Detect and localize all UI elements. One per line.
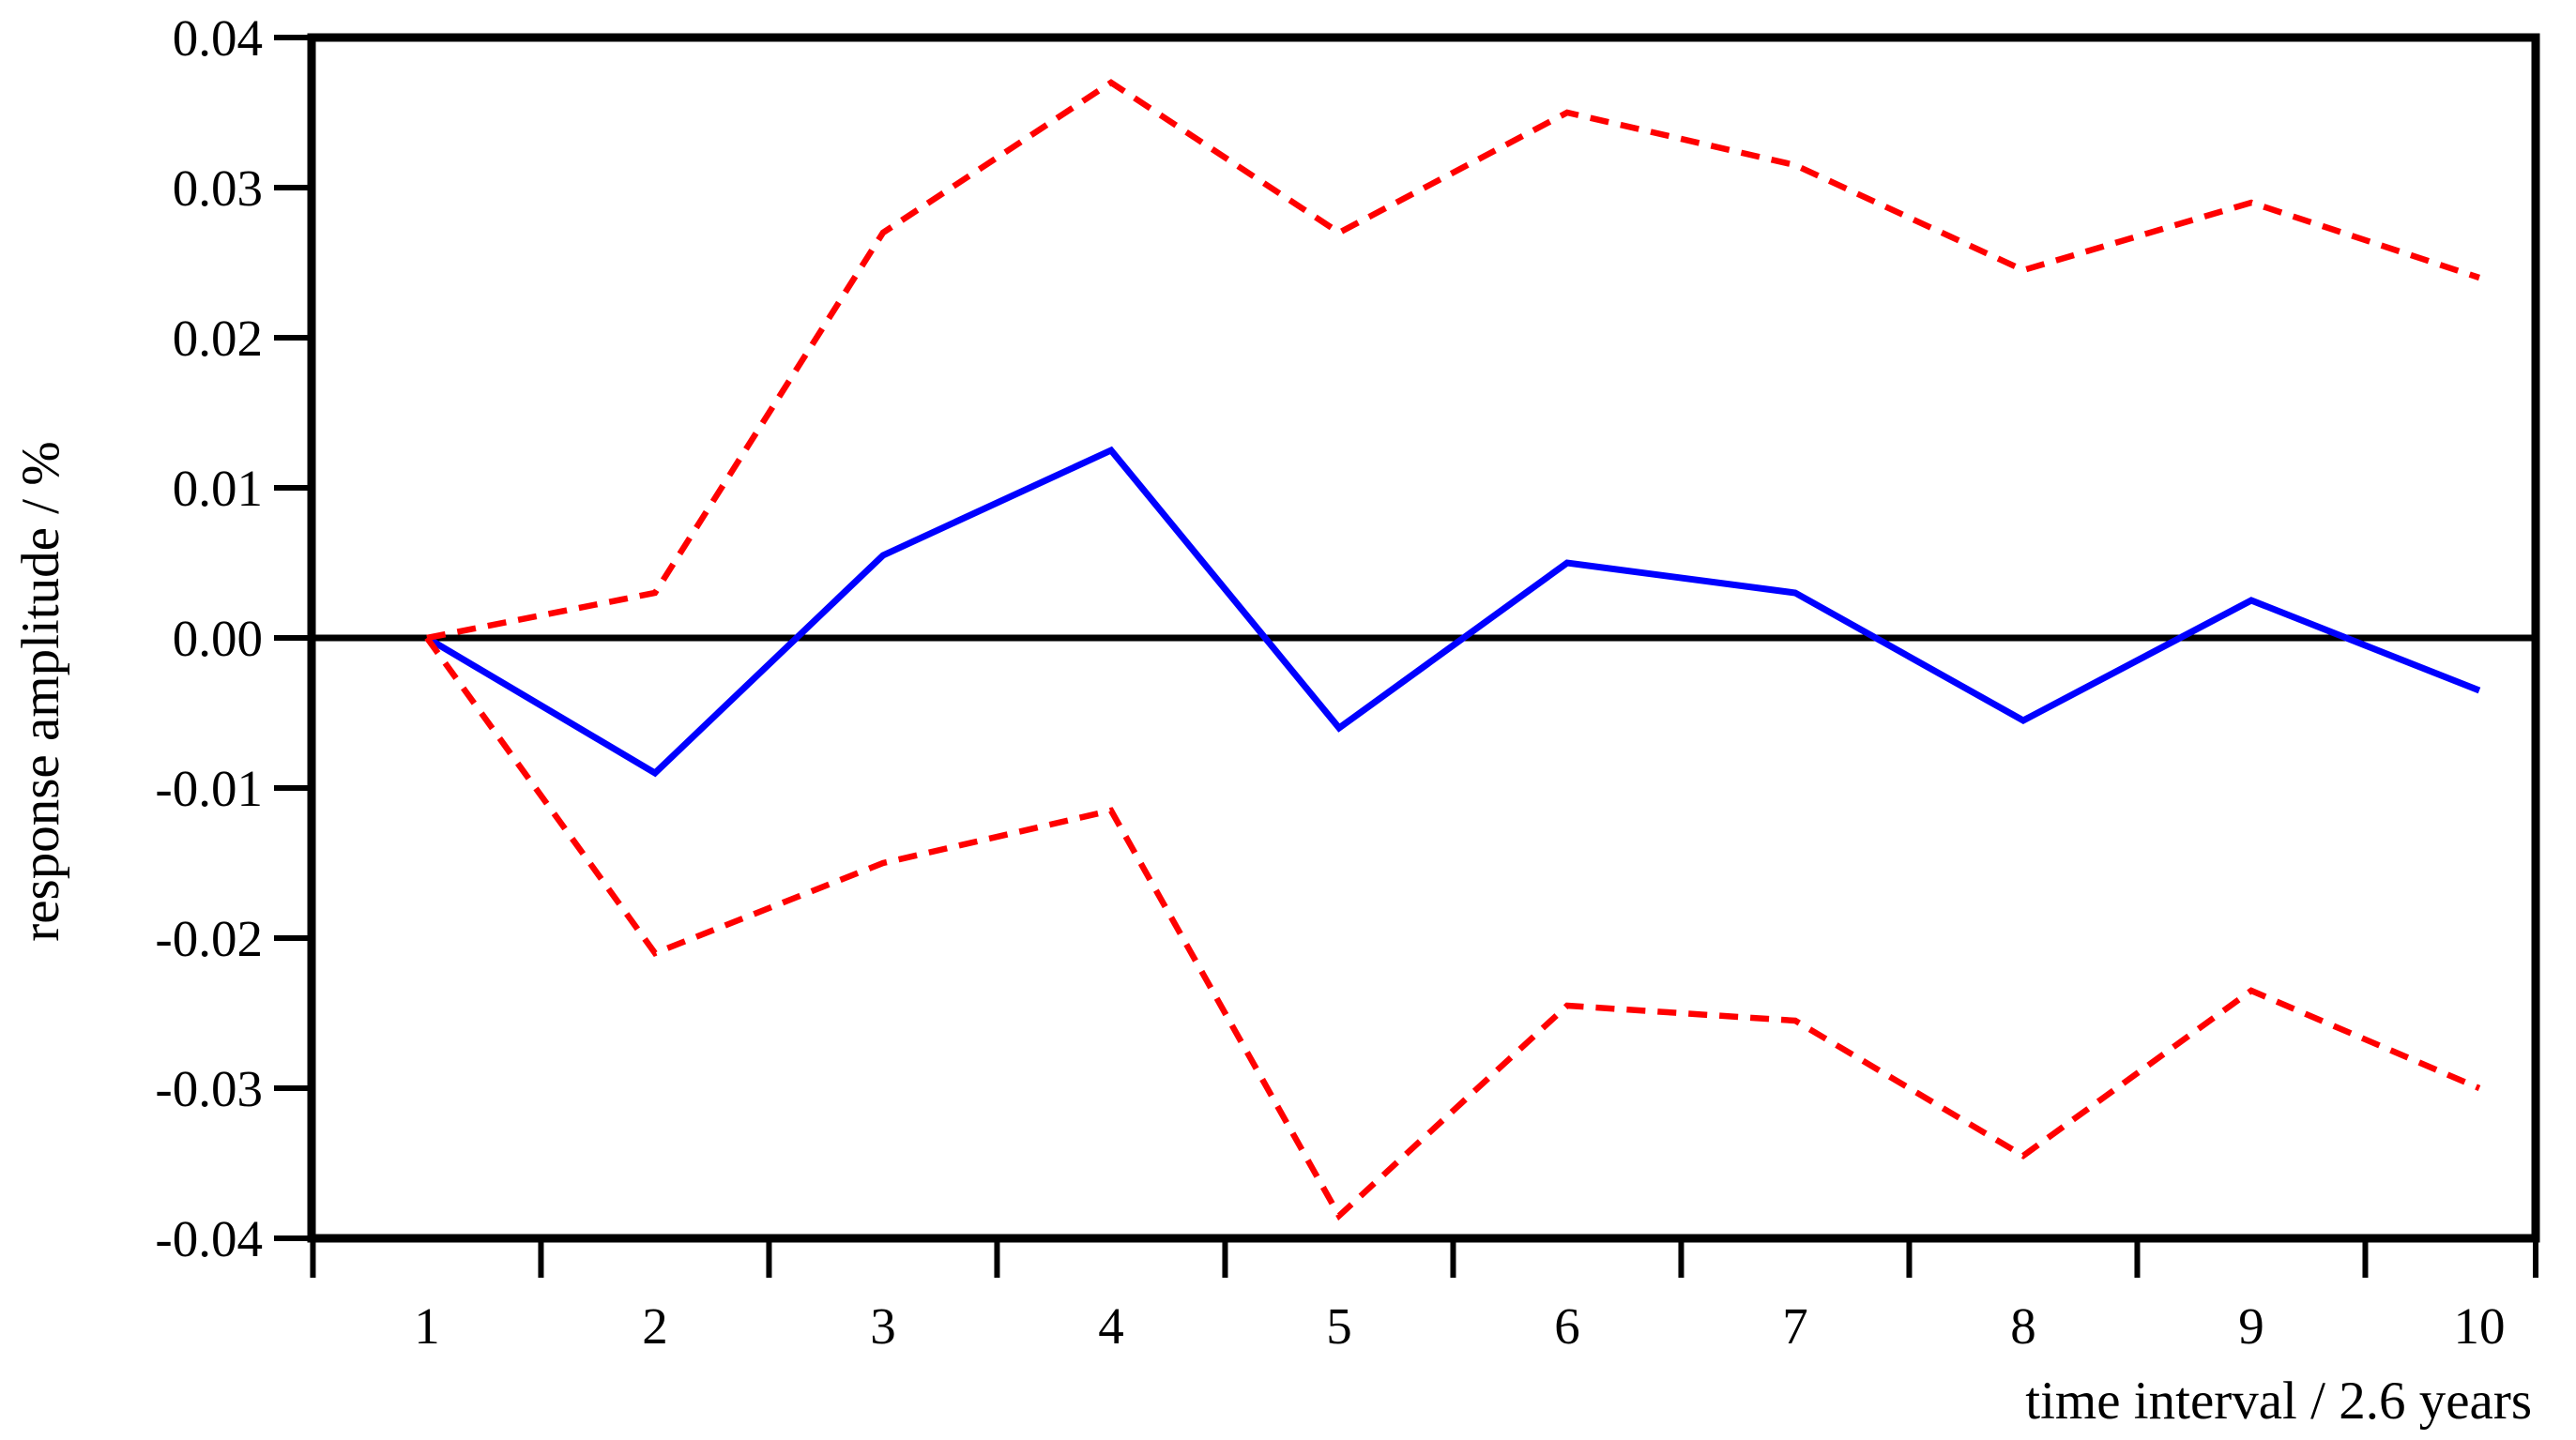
upper-bound-line	[426, 79, 2480, 642]
y-tick-label: 0.02	[173, 310, 263, 367]
y-tick-label: -0.02	[155, 910, 263, 967]
y-tick-label: 0.00	[173, 610, 263, 667]
x-tick-label: 5	[1326, 1297, 1352, 1355]
x-tick-label: 9	[2238, 1297, 2264, 1355]
y-axis-title: response amplitude / %	[11, 441, 70, 941]
y-tick-label: -0.01	[155, 760, 263, 817]
y-tick-label: 0.01	[173, 460, 263, 517]
x-tick-label: 4	[1098, 1297, 1124, 1355]
x-tick-label: 6	[1554, 1297, 1580, 1355]
x-tick-label: 8	[2010, 1297, 2036, 1355]
plot-layer: 0.04 0.03 0.02 0.01 0.00 -0.01 -0.02 -0.03 -0.04…	[155, 9, 2540, 1355]
x-axis-title: time interval / 2.6 years	[2025, 1372, 2532, 1431]
y-tick-label: -0.03	[155, 1060, 263, 1117]
y-tick-label: -0.04	[155, 1210, 263, 1267]
y-tick-label: 0.03	[173, 159, 263, 217]
x-tick-label: 7	[1782, 1297, 1808, 1355]
y-tick-label: 0.04	[173, 9, 263, 67]
center-series-line	[425, 446, 2481, 778]
x-tick-label: 3	[870, 1297, 896, 1355]
x-tick-label: 2	[642, 1297, 668, 1355]
x-tick-label: 1	[414, 1297, 440, 1355]
lower-bound-line	[424, 636, 2481, 1221]
x-tick-label: 10	[2453, 1297, 2505, 1355]
